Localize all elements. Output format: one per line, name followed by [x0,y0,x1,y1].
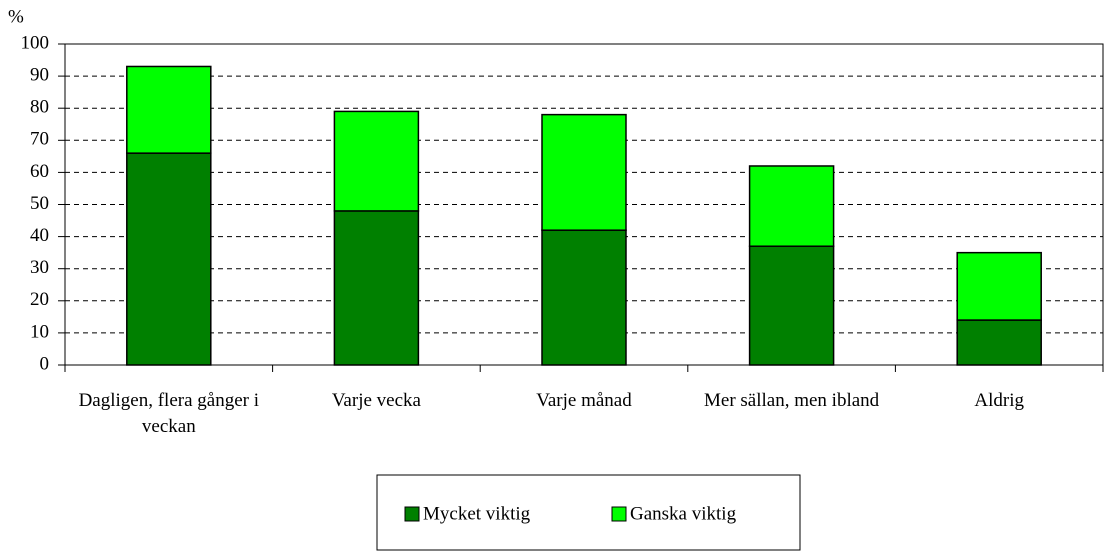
y-tick-label: 20 [30,289,49,310]
y-tick-label: 50 [30,193,49,214]
legend-swatch [611,506,627,522]
bar-segment [126,65,212,154]
y-tick-label: 30 [30,257,49,278]
bar-segment [541,229,627,366]
y-tick-label: 10 [30,321,49,342]
bar-segment [956,251,1042,321]
legend-swatch [404,506,420,522]
legend-label: Ganska viktig [630,503,737,524]
legend-label: Mycket viktig [423,503,531,524]
y-tick-label: 40 [30,225,49,246]
x-tick-label: Aldrig [974,390,1024,411]
y-tick-label: 100 [21,32,50,53]
y-tick-label: 70 [30,129,49,150]
x-tick-label: Dagligen, flera gånger i veckan [78,390,259,437]
y-tick-label: 90 [30,64,49,85]
bar-segment [126,152,212,366]
x-tick-label: Varje vecka [331,390,421,411]
bar-segment [333,210,420,366]
bar-segment [748,165,835,247]
x-tick-label: Varje månad [536,390,632,411]
bar-segment [956,319,1042,366]
y-tick-label: 0 [40,353,50,374]
y-tick-label: 60 [30,161,49,182]
x-tick-label: Mer sällan, men ibland [704,390,880,411]
y-tick-label: 80 [30,97,49,118]
bar-segment [541,113,627,231]
legend-box [376,474,801,551]
bar-segment [748,245,835,366]
y-axis-label: % [8,6,24,27]
bar-segment [333,110,420,212]
